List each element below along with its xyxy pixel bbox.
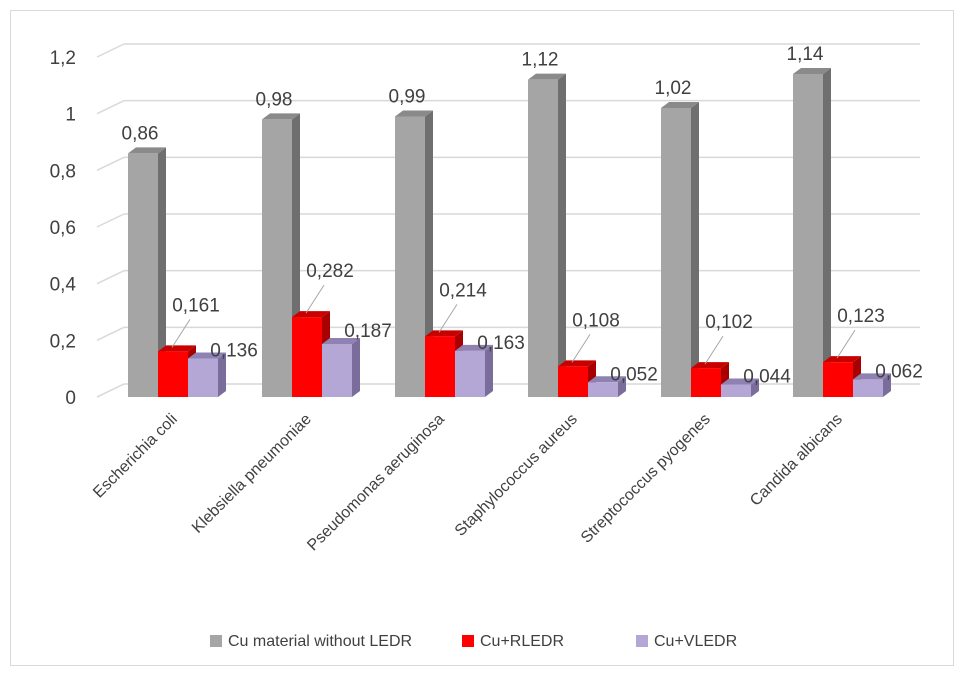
data-label: 1,14 bbox=[787, 44, 824, 65]
leader-line bbox=[171, 319, 191, 348]
leader-line bbox=[305, 284, 325, 314]
bar-side bbox=[425, 110, 433, 397]
bar-5-series-1 bbox=[823, 362, 853, 397]
gridline-edge bbox=[96, 269, 125, 285]
x-category-label: Pseudomonas aeruginosa bbox=[304, 411, 448, 555]
data-label: 0,163 bbox=[477, 333, 525, 354]
data-label: 0,98 bbox=[256, 89, 293, 110]
bar-side bbox=[823, 68, 831, 397]
bar-4-series-1 bbox=[691, 368, 721, 397]
data-label: 0,108 bbox=[572, 310, 620, 331]
legend-label: Cu+VLEDR bbox=[654, 633, 737, 650]
bar-0-series-2 bbox=[188, 358, 218, 397]
bar-1-series-0 bbox=[262, 119, 292, 397]
gridline-edge bbox=[96, 43, 125, 58]
gridline-edge bbox=[96, 213, 125, 228]
bar-top bbox=[558, 360, 596, 367]
data-label: 0,102 bbox=[705, 312, 753, 333]
data-label: 1,02 bbox=[655, 78, 692, 99]
bar-0-series-0 bbox=[128, 153, 158, 397]
legend-swatch bbox=[462, 635, 474, 647]
bar-side bbox=[751, 378, 759, 397]
leader-line bbox=[571, 334, 591, 363]
y-tick-label: 0,4 bbox=[50, 275, 77, 296]
data-label: 0,123 bbox=[837, 306, 885, 327]
x-category-label: Staphylococcus aureus bbox=[452, 411, 581, 540]
bar-top bbox=[661, 102, 699, 108]
bar-3-series-0 bbox=[528, 79, 558, 398]
bar-4-series-2 bbox=[721, 384, 751, 397]
data-label: 0,044 bbox=[743, 367, 791, 388]
bar-top bbox=[395, 110, 433, 117]
y-tick-label: 0,8 bbox=[50, 161, 76, 182]
bar-top bbox=[853, 373, 891, 380]
legend-label: Cu material without LEDR bbox=[228, 633, 412, 650]
data-label: 1,12 bbox=[522, 50, 559, 71]
data-label: 0,99 bbox=[389, 87, 426, 108]
legend-label: Cu+RLEDR bbox=[480, 633, 564, 650]
bar-top bbox=[528, 73, 566, 80]
bar-top bbox=[793, 68, 831, 74]
bar-2-series-1 bbox=[425, 336, 455, 397]
data-label: 0,062 bbox=[875, 361, 923, 382]
bar-top bbox=[188, 352, 226, 359]
bar-side bbox=[618, 376, 626, 397]
bar-1-series-2 bbox=[322, 344, 352, 397]
bar-side bbox=[218, 352, 226, 397]
bar-1-series-1 bbox=[292, 317, 322, 397]
bar-top bbox=[158, 345, 196, 352]
bar-top bbox=[455, 344, 493, 351]
bar-3-series-1 bbox=[558, 366, 588, 397]
bar-top bbox=[691, 362, 729, 369]
data-label: 0,214 bbox=[439, 280, 487, 301]
legend-swatch bbox=[636, 635, 648, 647]
bar-5-series-0 bbox=[793, 74, 823, 397]
x-category-label: Klebsiella pneumoniae bbox=[189, 411, 315, 537]
bar-top bbox=[322, 338, 360, 345]
bar-side bbox=[558, 73, 566, 398]
bar-side bbox=[352, 338, 360, 397]
x-category-label: Escherichia coli bbox=[90, 411, 181, 502]
bar-top bbox=[262, 113, 300, 120]
y-tick-label: 1 bbox=[65, 105, 76, 126]
x-category-label: Streptococcus pyogenes bbox=[578, 411, 714, 547]
data-label: 0,136 bbox=[210, 340, 258, 361]
bar-top bbox=[128, 147, 166, 154]
y-tick-label: 0 bbox=[65, 388, 76, 409]
bar-5-series-2 bbox=[853, 379, 883, 397]
y-tick-label: 0,6 bbox=[50, 218, 76, 239]
x-category-label: Candida albicans bbox=[747, 411, 846, 510]
leader-line bbox=[704, 335, 724, 365]
bar-3-series-2 bbox=[588, 382, 618, 397]
bar-2-series-0 bbox=[395, 116, 425, 397]
data-label: 0,86 bbox=[122, 123, 159, 144]
data-label: 0,282 bbox=[306, 261, 354, 282]
gridline-edge bbox=[96, 156, 125, 172]
bar-top bbox=[292, 311, 330, 318]
y-tick-label: 1,2 bbox=[50, 48, 76, 69]
leader-line bbox=[836, 329, 856, 359]
bar-0-series-1 bbox=[158, 351, 188, 397]
data-label: 0,052 bbox=[610, 364, 658, 385]
legend-swatch bbox=[210, 635, 222, 647]
axis-floor-edge bbox=[96, 383, 125, 398]
bar-side bbox=[691, 102, 699, 397]
bar-2-series-2 bbox=[455, 350, 485, 397]
bar-top bbox=[588, 376, 626, 383]
bar-top bbox=[721, 378, 759, 385]
bar-side bbox=[158, 147, 166, 397]
bar-side bbox=[883, 373, 891, 397]
bar-side bbox=[485, 344, 493, 397]
leader-line bbox=[438, 304, 458, 333]
gridline-edge bbox=[96, 99, 125, 115]
bar-top bbox=[823, 356, 861, 363]
bar-top bbox=[425, 330, 463, 337]
data-label: 0,161 bbox=[172, 295, 220, 316]
gridline-edge bbox=[96, 326, 125, 342]
data-label: 0,187 bbox=[344, 321, 392, 342]
y-tick-label: 0,2 bbox=[50, 331, 76, 352]
bar-4-series-0 bbox=[661, 108, 691, 397]
